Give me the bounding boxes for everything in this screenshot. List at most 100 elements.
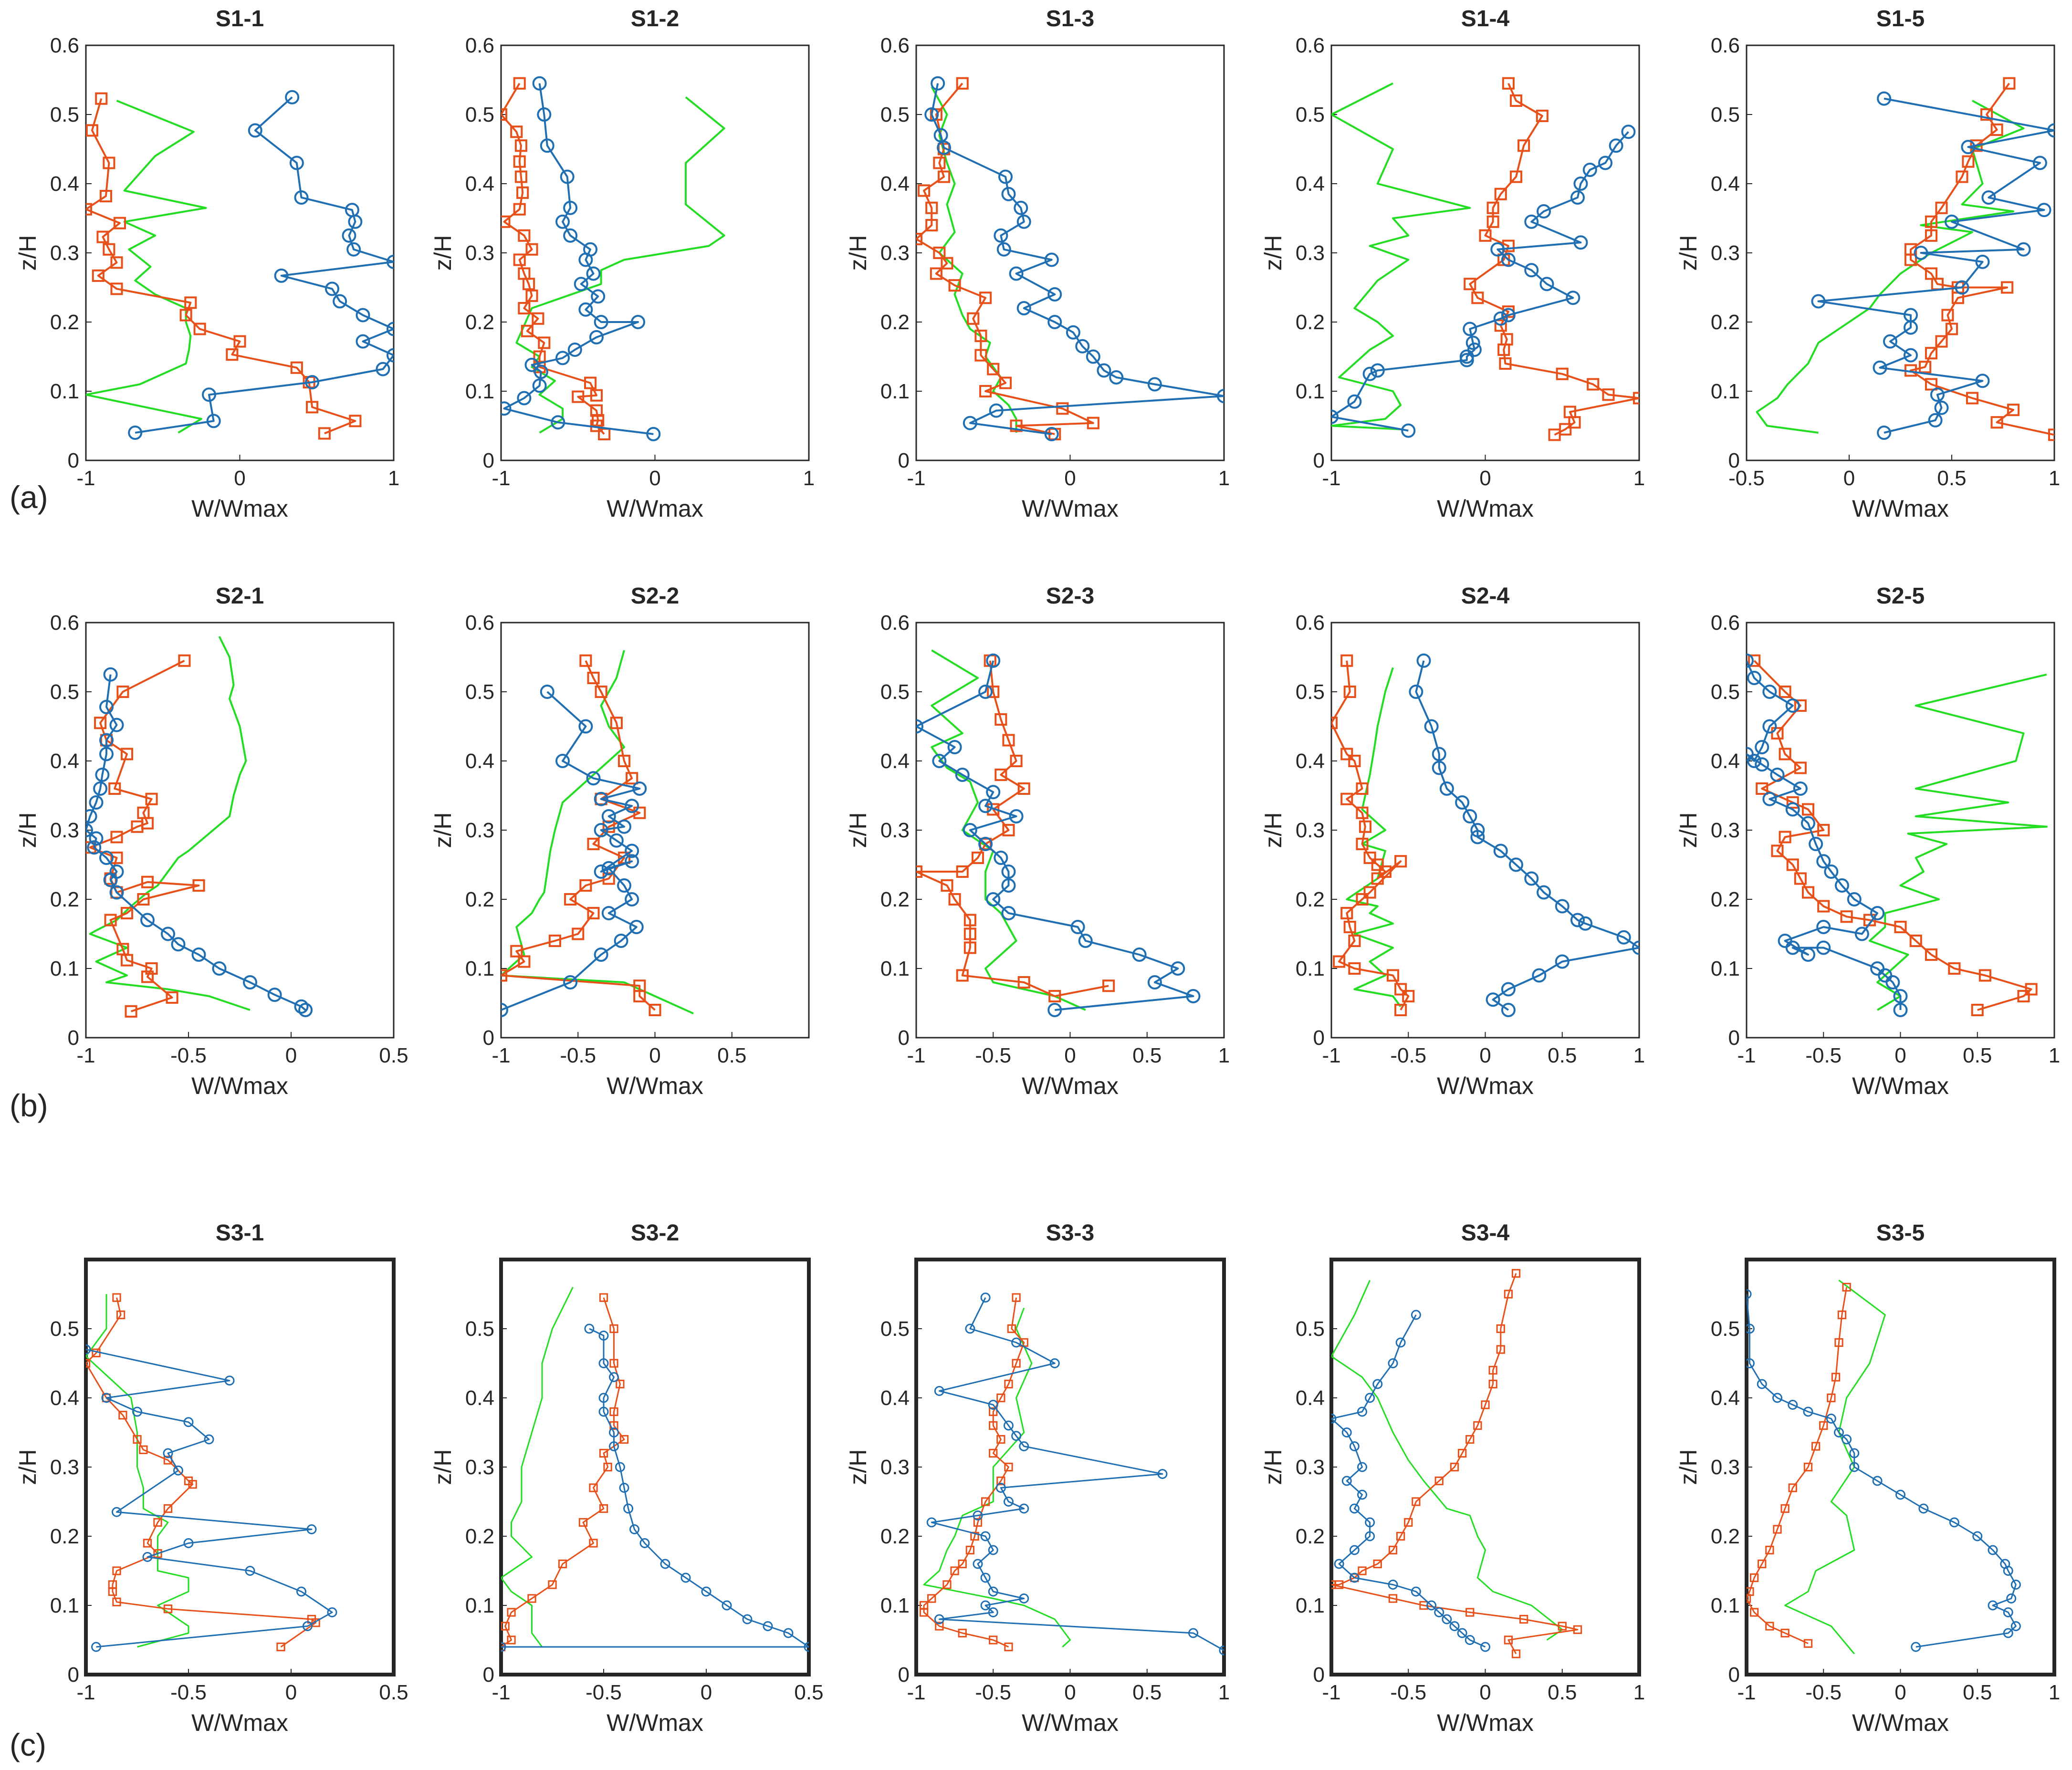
series-blue	[916, 653, 1201, 1017]
data-point-circle	[804, 1642, 809, 1652]
series-blue	[1747, 653, 1908, 1017]
data-point-circle	[598, 1406, 609, 1417]
data-point-square	[103, 243, 115, 256]
data-point-circle	[1370, 363, 1385, 378]
data-point-circle	[980, 1292, 991, 1303]
data-point-circle	[563, 228, 578, 243]
y-tick-label: 0.5	[1296, 103, 1325, 126]
data-point-square	[120, 748, 134, 760]
data-point-circle	[1070, 920, 1085, 934]
data-point-circle	[594, 864, 608, 879]
data-point-square	[518, 302, 531, 315]
series-orange	[501, 77, 611, 440]
data-point-square	[1948, 962, 1961, 975]
data-point-square	[1386, 969, 1400, 982]
data-point-circle	[589, 330, 604, 344]
subplot-s3-1: -1 -0.5 0 0.5 0 0.1 0.2 0.3 0.4 0.5 S3-1 W/Wmax z/H	[14, 1220, 408, 1736]
data-point-square	[558, 1559, 567, 1569]
data-point-circle	[1109, 370, 1124, 385]
data-point-square	[501, 969, 508, 982]
data-point-circle	[973, 1510, 983, 1520]
data-point-circle	[625, 799, 639, 813]
data-point-circle	[1883, 334, 1897, 349]
data-point-square	[1379, 865, 1392, 878]
data-point-square	[96, 230, 109, 243]
data-point-square	[306, 401, 319, 414]
data-point-square	[572, 390, 585, 403]
data-point-circle	[540, 685, 555, 699]
data-point-circle	[1432, 747, 1446, 761]
data-point-square	[956, 969, 969, 982]
data-point-square	[1465, 1435, 1475, 1444]
x-tick-label: -1	[1322, 467, 1340, 490]
x-tick-label: -1	[492, 1681, 510, 1704]
y-tick-label: 0.2	[465, 888, 494, 911]
data-point-square	[86, 124, 98, 137]
data-point-square	[507, 1608, 516, 1617]
series-blue	[1747, 1289, 2021, 1652]
data-point-square	[1925, 215, 1938, 228]
data-point-circle	[1365, 1517, 1375, 1528]
data-point-square	[141, 970, 154, 983]
data-point-square	[981, 1497, 990, 1506]
series-blue	[501, 76, 661, 441]
data-point-square	[916, 865, 923, 878]
data-point-circle	[1470, 830, 1485, 844]
data-point-circle	[1930, 387, 1945, 402]
plot-frame	[499, 1258, 811, 1676]
y-tick-label: 0.1	[880, 957, 910, 980]
data-point-circle	[578, 719, 593, 734]
data-point-square	[1935, 335, 1948, 348]
data-point-circle	[1747, 1323, 1755, 1334]
data-point-square	[1363, 886, 1376, 899]
x-tick-label: -0.5	[1805, 1681, 1842, 1704]
y-tick-label: 0.2	[465, 1525, 494, 1548]
y-tick-label: 0.6	[1711, 611, 1740, 635]
y-tick-label: 0.4	[880, 750, 910, 773]
data-point-circle	[1217, 389, 1224, 404]
data-point-square	[918, 184, 931, 197]
data-point-square	[2001, 281, 2014, 294]
x-tick-label: -1	[492, 1044, 510, 1067]
series-line-blue	[931, 1297, 1224, 1651]
data-point-circle	[333, 294, 347, 309]
data-point-square	[1827, 1393, 1836, 1403]
y-tick-label: 0.4	[50, 172, 79, 196]
y-tick-label: 0.2	[880, 311, 910, 334]
data-point-circle	[1075, 339, 1090, 354]
data-point-circle	[1019, 1503, 1029, 1514]
data-point-square	[112, 1566, 121, 1575]
data-point-square	[579, 654, 592, 667]
x-tick-label: 0.5	[1548, 1044, 1577, 1067]
data-point-circle	[1524, 871, 1539, 886]
data-point-circle	[212, 961, 227, 976]
data-point-square	[996, 1476, 1005, 1486]
series-line-orange	[1331, 1273, 1579, 1655]
data-point-square	[1773, 1525, 1782, 1534]
data-point-circle	[980, 1531, 991, 1541]
data-point-square	[1388, 1545, 1398, 1555]
data-point-circle	[1532, 968, 1547, 983]
x-axis-label: W/Wmax	[1022, 1709, 1119, 1736]
data-point-circle	[625, 843, 639, 858]
data-point-square	[1842, 1282, 1851, 1292]
subplot-s2-5: -1 -0.5 0 0.5 1 0 0.1 0.2 0.3 0.4 0.5 0.6 S2-5 W/Wmax…	[1675, 583, 2060, 1099]
plot-frame	[500, 44, 810, 461]
plot-frame	[914, 1258, 1226, 1676]
data-point-circle	[1357, 1489, 1367, 1500]
y-axis-label: z/H	[845, 235, 871, 271]
series-blue	[926, 1292, 1224, 1655]
data-point-circle	[171, 937, 186, 952]
y-tick-label: 0.3	[1711, 1456, 1740, 1479]
data-point-square	[1587, 378, 1600, 391]
data-point-square	[516, 186, 529, 199]
data-point-square	[1340, 748, 1353, 760]
x-tick-label: 0	[1479, 467, 1491, 490]
data-point-square	[989, 1421, 998, 1430]
data-point-square	[999, 376, 1012, 389]
x-axis-label: W/Wmax	[1437, 1072, 1534, 1099]
data-point-square	[970, 1531, 979, 1541]
data-point-circle	[202, 387, 216, 402]
data-point-circle	[1001, 878, 1016, 893]
